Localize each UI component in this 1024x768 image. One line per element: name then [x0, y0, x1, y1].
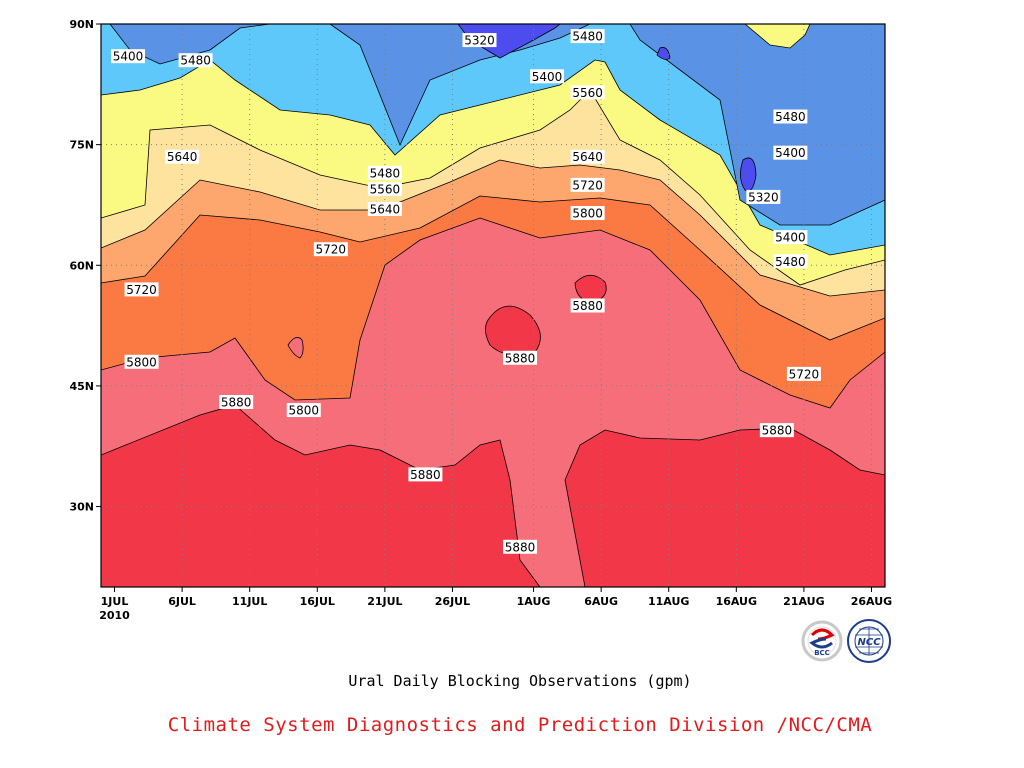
- svg-text:5720: 5720: [316, 243, 347, 257]
- y-tick-label: 75N: [69, 139, 94, 152]
- svg-text:5880: 5880: [505, 540, 536, 554]
- contour-labels: 5400 5480 5320 5480 5400 5560 5480 5400 5320 5400…: [111, 29, 821, 554]
- band-5320-5400: [109, 24, 885, 226]
- x-axis: 1JUL 6JUL 11JUL 16JUL 21JUL 26JUL 1AUG 6AUG 11AU…: [99, 587, 892, 622]
- contour-label: 5880: [759, 423, 794, 438]
- contour-label: 5560: [570, 85, 605, 100]
- y-tick-label: 90N: [69, 18, 94, 31]
- contour-label: 5480: [367, 165, 402, 180]
- x-tick-label: 11AUG: [648, 595, 689, 608]
- chart-title: Ural Daily Blocking Observations (gpm): [348, 672, 692, 690]
- svg-text:5400: 5400: [775, 231, 806, 245]
- svg-text:5720: 5720: [126, 283, 157, 297]
- svg-text:5400: 5400: [775, 146, 806, 160]
- contour-label: 5400: [111, 49, 146, 64]
- svg-text:5480: 5480: [775, 255, 806, 269]
- svg-text:5800: 5800: [288, 404, 319, 418]
- contour-label: 5320: [462, 33, 497, 48]
- ncc-logo: NCC: [847, 619, 891, 663]
- contour-label: 5640: [367, 201, 402, 216]
- svg-text:5880: 5880: [762, 424, 793, 438]
- plot-frame: [100, 23, 886, 588]
- svg-text:5320: 5320: [748, 190, 779, 204]
- contour-label: 5480: [570, 29, 605, 44]
- contour-label: 5400: [530, 69, 565, 84]
- chart-credit: Climate System Diagnostics and Predictio…: [167, 714, 873, 736]
- contour-label: 5800: [124, 354, 159, 369]
- contour-label: 5880: [503, 350, 538, 365]
- svg-text:5560: 5560: [370, 182, 401, 196]
- svg-text:5880: 5880: [572, 299, 603, 313]
- svg-text:5800: 5800: [126, 355, 157, 369]
- contour-label: 5560: [367, 181, 402, 196]
- svg-text:5400: 5400: [113, 50, 144, 64]
- bcc-logo-text: BCC: [814, 649, 830, 657]
- contour-label: 5320: [746, 189, 781, 204]
- svg-text:5480: 5480: [572, 30, 603, 44]
- band-5880-blob-aug6: [574, 274, 607, 303]
- contour-label: 5400: [773, 145, 808, 160]
- contour-label: 5720: [786, 366, 821, 381]
- contour-label: 5640: [570, 149, 605, 164]
- svg-text:5880: 5880: [221, 396, 252, 410]
- contour-label: 5480: [773, 254, 808, 269]
- y-axis: 30N 45N 60N 75N 90N: [69, 18, 101, 514]
- svg-text:5800: 5800: [572, 207, 603, 221]
- plot-area: [101, 24, 885, 587]
- contour-label: 5800: [286, 403, 321, 418]
- svg-text:5640: 5640: [370, 202, 401, 216]
- bcc-logo: BCC: [801, 620, 843, 662]
- contour-label: 5480: [773, 109, 808, 124]
- x-tick-label: 1JUL: [101, 595, 129, 608]
- svg-text:5480: 5480: [180, 54, 211, 68]
- band-5720-blob-jul14: [287, 337, 304, 359]
- x-tick-label: 1AUG: [517, 595, 551, 608]
- x-tick-label: 21AUG: [783, 595, 824, 608]
- contour-label: 5880: [570, 298, 605, 313]
- contour-label: 5400: [773, 230, 808, 245]
- ncc-logo-text: NCC: [857, 637, 881, 648]
- contour-label: 5720: [313, 242, 348, 257]
- contour-label: 5720: [124, 282, 159, 297]
- x-year-label: 2010: [99, 609, 130, 622]
- svg-text:5480: 5480: [370, 166, 401, 180]
- svg-text:5400: 5400: [532, 70, 563, 84]
- x-tick-label: 21JUL: [367, 595, 402, 608]
- contour-label: 5480: [178, 53, 213, 68]
- x-tick-label: 11JUL: [232, 595, 267, 608]
- contour-label: 5880: [219, 395, 254, 410]
- svg-text:5720: 5720: [572, 178, 603, 192]
- svg-text:5480: 5480: [775, 110, 806, 124]
- contour-label: 5880: [503, 539, 538, 554]
- band-5480-5560-island: [744, 24, 811, 49]
- x-tick-label: 6JUL: [168, 595, 196, 608]
- y-tick-label: 45N: [69, 380, 94, 393]
- svg-text:5880: 5880: [505, 351, 536, 365]
- x-tick-label: 6AUG: [584, 595, 618, 608]
- svg-text:5560: 5560: [572, 86, 603, 100]
- svg-text:5640: 5640: [572, 150, 603, 164]
- y-tick-label: 30N: [69, 501, 94, 514]
- band-5400-5480: [101, 24, 885, 256]
- svg-text:5720: 5720: [789, 367, 820, 381]
- y-tick-label: 60N: [69, 259, 94, 272]
- contour-label: 5720: [570, 177, 605, 192]
- contour-label: 5640: [165, 149, 200, 164]
- x-tick-label: 26JUL: [435, 595, 470, 608]
- contour-label: 5800: [570, 206, 605, 221]
- x-tick-label: 16AUG: [716, 595, 757, 608]
- contour-label: 5880: [408, 467, 443, 482]
- x-tick-label: 26AUG: [851, 595, 892, 608]
- svg-text:5640: 5640: [167, 150, 198, 164]
- svg-text:5320: 5320: [464, 34, 495, 48]
- x-tick-label: 16JUL: [300, 595, 335, 608]
- grid-lines: [101, 24, 885, 587]
- svg-text:5880: 5880: [410, 468, 441, 482]
